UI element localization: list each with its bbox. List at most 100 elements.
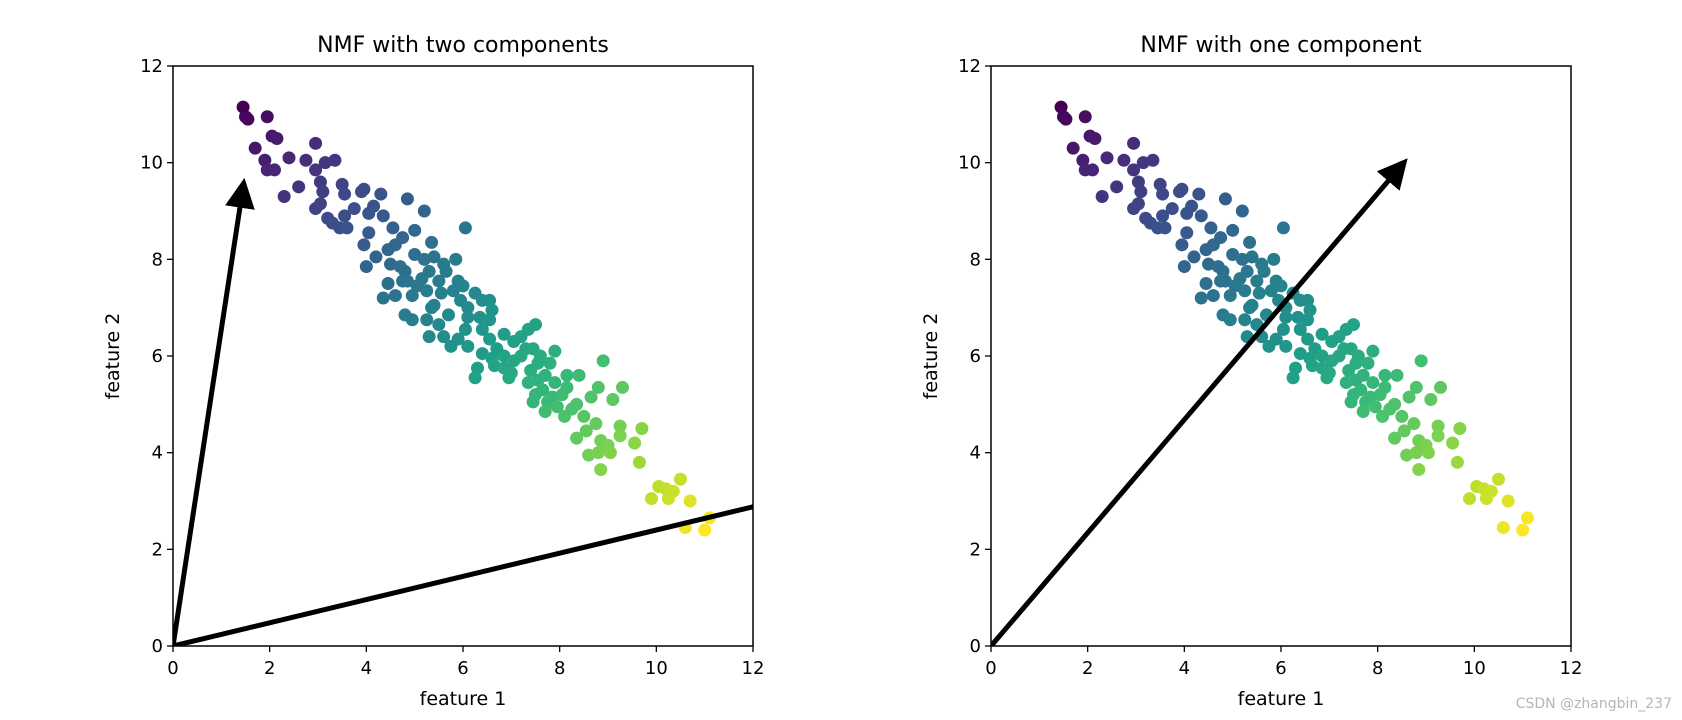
scatter-point	[1264, 284, 1278, 298]
scatter-point	[1177, 260, 1191, 274]
scatter-point	[268, 163, 281, 177]
x-tick-label: 2	[1082, 658, 1093, 679]
scatter-point	[584, 390, 598, 404]
x-tick-label: 8	[554, 658, 565, 679]
scatter-point	[1424, 393, 1438, 406]
scatter-point	[661, 492, 675, 506]
scatter-point	[1344, 395, 1358, 409]
scatter-point	[1194, 291, 1208, 305]
scatter-point	[529, 318, 542, 332]
scatter-point	[1110, 180, 1124, 194]
scatter-point	[1347, 318, 1360, 332]
scatter-point	[439, 264, 453, 278]
scatter-point	[1301, 313, 1315, 327]
scatter-point	[461, 339, 475, 353]
x-tick-label: 12	[742, 658, 765, 679]
scatter-point	[1492, 472, 1505, 486]
scatter-point	[427, 298, 441, 312]
scatter-point	[468, 371, 482, 385]
scatter-point	[1238, 284, 1252, 298]
scatter-point	[1390, 368, 1404, 382]
scatter-point	[543, 356, 557, 370]
scatter-point	[1521, 511, 1534, 525]
x-tick-label: 6	[1275, 658, 1286, 679]
x-tick-label: 0	[167, 658, 178, 679]
scatter-point	[1479, 492, 1493, 506]
watermark: CSDN @zhangbin_237	[1515, 696, 1672, 712]
scatter-point	[400, 192, 414, 206]
scatter-point	[628, 436, 642, 450]
scatter-point	[538, 368, 552, 382]
scatter-point	[1252, 286, 1266, 300]
scatter-point	[362, 226, 376, 240]
component-arrows	[173, 177, 753, 646]
scatter-point	[449, 252, 463, 266]
scatter-point	[1204, 221, 1218, 235]
scatter-point	[524, 364, 538, 377]
scatter-point	[374, 187, 388, 201]
y-tick-label: 6	[970, 346, 981, 367]
scatter-point	[1175, 238, 1189, 252]
scatter-point	[632, 455, 646, 469]
scatter-point	[572, 368, 586, 382]
axis-ticks: 0 2 4 6 8 10 12 0 2 4 6 8 10 12	[958, 56, 1582, 679]
scatter-point	[309, 163, 323, 177]
scatter-point	[1421, 446, 1435, 460]
scatter-point	[536, 383, 550, 397]
scatter-point	[1496, 521, 1510, 535]
y-tick-label: 10	[958, 153, 981, 174]
scatter-point	[1366, 376, 1380, 390]
chart-title: NMF with two components	[317, 33, 609, 58]
scatter-point	[458, 322, 472, 336]
scatter-point	[1127, 136, 1141, 150]
scatter-point	[613, 419, 627, 433]
x-axis-label: feature 1	[1238, 688, 1325, 710]
scatter-point	[1194, 209, 1208, 223]
plot-frame	[172, 65, 754, 647]
scatter-point	[1320, 371, 1334, 385]
scatter-point	[309, 136, 323, 150]
scatter-point	[1516, 523, 1530, 537]
scatter-point	[1238, 313, 1252, 327]
plot-frame	[990, 65, 1572, 647]
scatter-point	[1250, 274, 1264, 288]
y-tick-label: 10	[140, 153, 163, 174]
x-tick-label: 10	[1463, 658, 1486, 679]
scatter-point	[1409, 380, 1423, 394]
scatter-point	[1431, 419, 1445, 433]
scatter-point	[1397, 424, 1411, 438]
scatter-point	[1501, 494, 1515, 508]
scatter-point	[616, 380, 629, 394]
scatter-point	[338, 187, 352, 201]
scatter-point	[1187, 250, 1201, 264]
scatter-point	[497, 349, 511, 363]
scatter-point	[1315, 327, 1329, 341]
scatter-point	[550, 400, 564, 414]
scatter-point	[1245, 250, 1259, 264]
scatter-point	[270, 132, 284, 145]
scatter-point	[591, 380, 605, 394]
scatter-point	[313, 197, 327, 211]
scatter-point	[603, 446, 617, 460]
y-axis-label: feature 2	[920, 313, 942, 400]
scatter-point	[1165, 202, 1179, 216]
scatter-point	[420, 313, 434, 327]
scatter-point	[422, 330, 436, 344]
scatter-points	[236, 100, 716, 537]
scatter-point	[340, 221, 354, 235]
scatter-point	[1269, 332, 1283, 346]
scatter-point	[1192, 187, 1206, 201]
scatter-point	[338, 209, 352, 223]
scatter-point	[1446, 436, 1460, 450]
scatter-point	[1354, 383, 1368, 397]
scatter-point	[483, 332, 497, 346]
scatter-point	[548, 376, 562, 390]
scatter-point	[432, 318, 446, 332]
scatter-point	[560, 368, 574, 382]
scatter-point	[1078, 110, 1092, 124]
scatter-point	[1180, 206, 1194, 220]
component-arrow	[173, 504, 753, 646]
scatter-point	[594, 463, 608, 477]
scatter-points	[1054, 100, 1534, 537]
scatter-point	[645, 492, 658, 506]
